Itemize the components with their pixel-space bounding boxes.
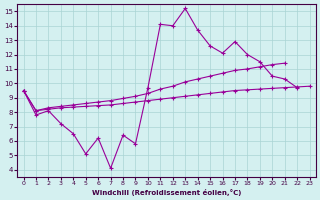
X-axis label: Windchill (Refroidissement éolien,°C): Windchill (Refroidissement éolien,°C) bbox=[92, 189, 241, 196]
